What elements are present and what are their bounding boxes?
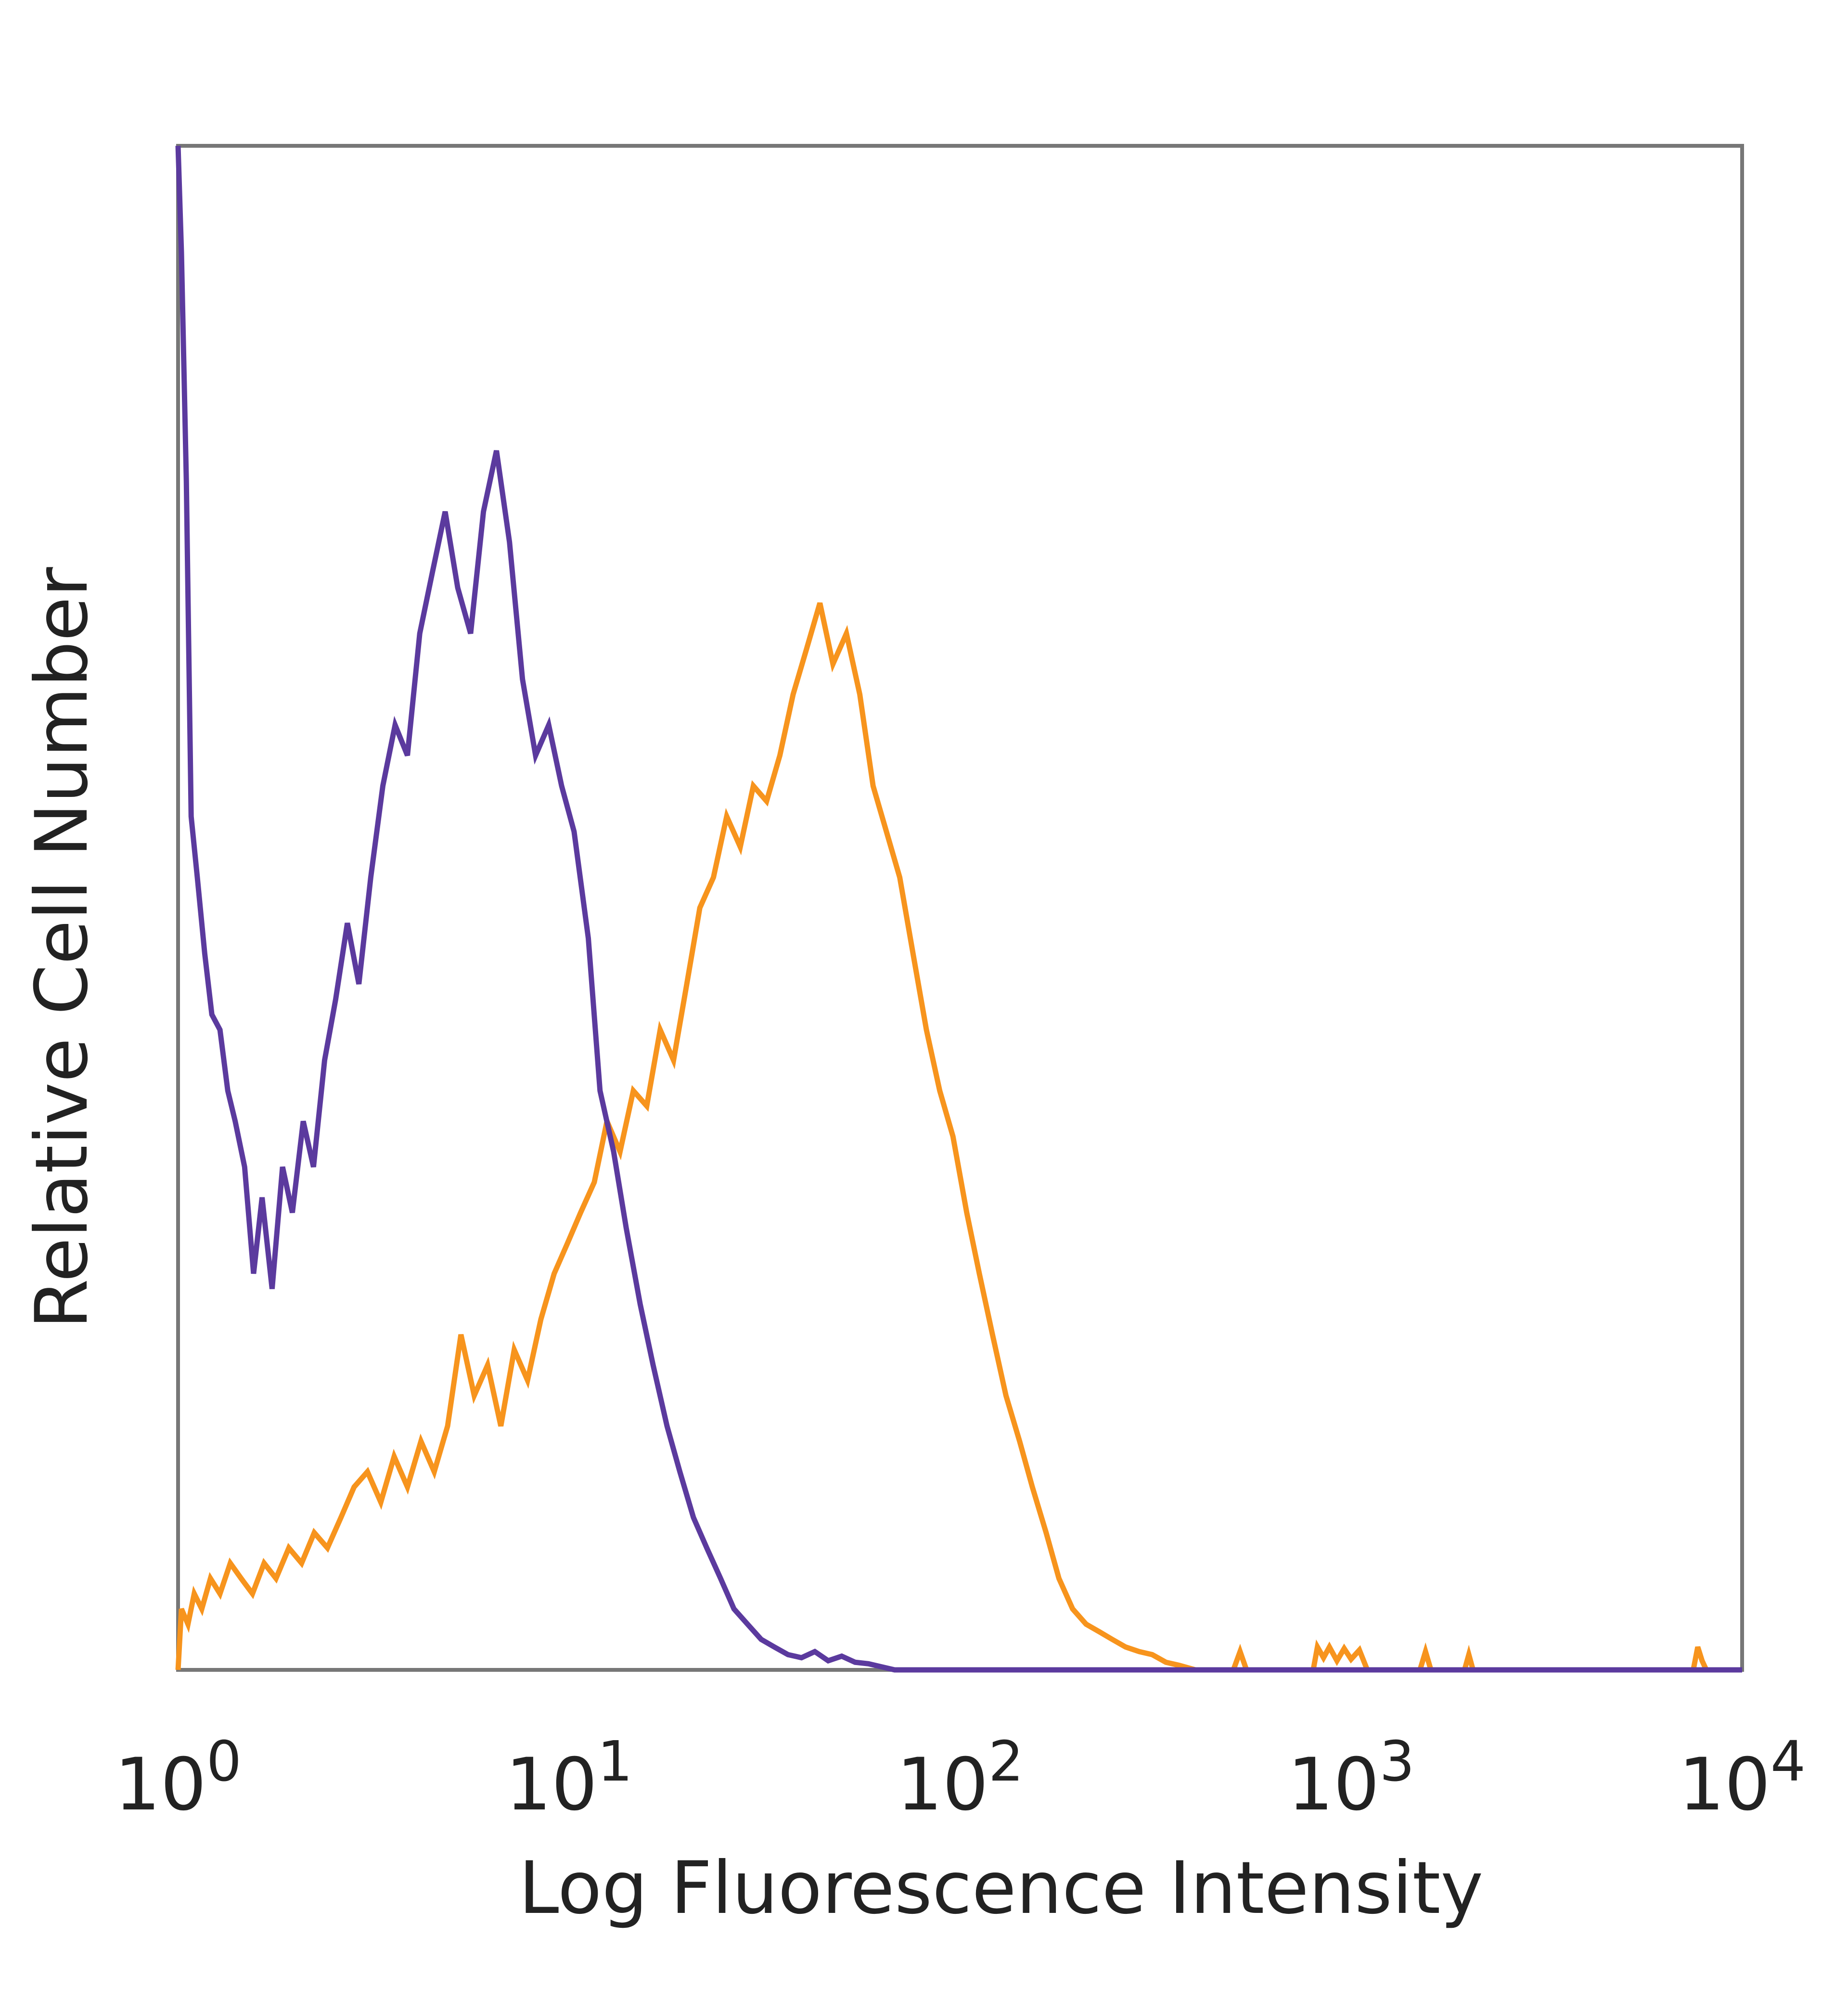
series-line-1	[175, 602, 1742, 1673]
x-tick-label-4: 104	[1679, 1730, 1806, 1827]
x-axis-label: Log Fluorescence Intensity	[519, 1846, 1483, 1930]
series-layer	[175, 145, 1742, 1673]
plot-frame	[176, 144, 1744, 1672]
x-tick-label-0: 100	[115, 1730, 242, 1827]
x-tick-label-1: 101	[505, 1730, 632, 1827]
x-tick-label-2: 102	[897, 1730, 1024, 1827]
x-tick-label-3: 103	[1287, 1730, 1414, 1827]
x-tick-labels: 100 101 102 103 104	[115, 1730, 1806, 1827]
series-line-0	[175, 145, 1742, 1673]
y-axis-label: Relative Cell Number	[20, 567, 104, 1329]
